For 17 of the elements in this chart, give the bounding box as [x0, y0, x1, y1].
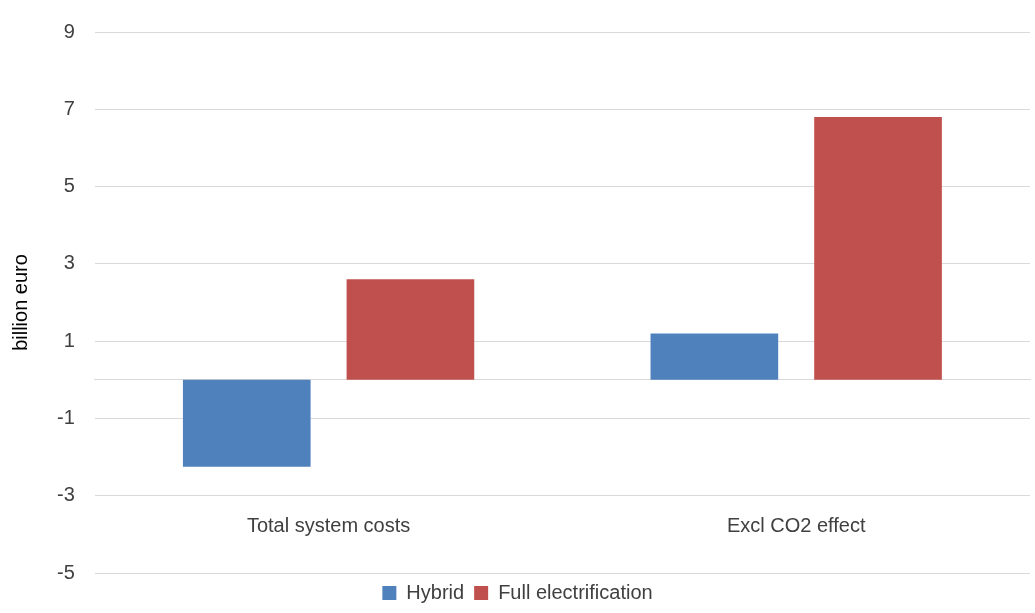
- y-tick-label: 9: [63, 19, 75, 42]
- legend-label: Full electrification: [498, 580, 653, 603]
- y-axis-title: billion euro: [8, 254, 31, 351]
- bar: [346, 279, 475, 380]
- y-tick-label: 1: [63, 328, 75, 351]
- bar: [814, 117, 942, 380]
- y-tick-label: 5: [63, 174, 75, 197]
- y-tick-label: -1: [56, 405, 75, 428]
- y-tick-label: 7: [63, 96, 75, 119]
- y-tick-label: -5: [56, 560, 75, 583]
- legend-label: Hybrid: [406, 580, 465, 603]
- bar: [650, 333, 779, 380]
- y-tick-label: -3: [56, 483, 75, 506]
- x-tick-label: Total system costs: [246, 514, 411, 537]
- y-tick-label: 3: [63, 251, 75, 274]
- bar: [182, 379, 311, 467]
- x-tick-label: Excl CO2 effect: [726, 514, 866, 537]
